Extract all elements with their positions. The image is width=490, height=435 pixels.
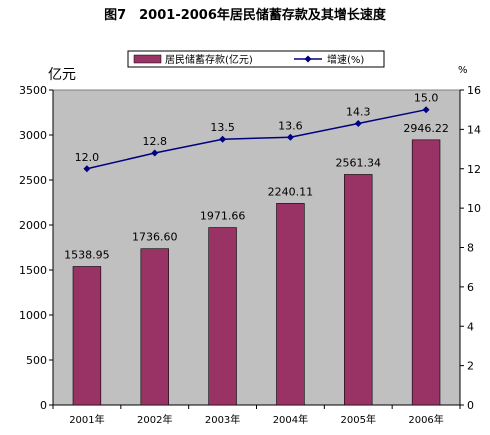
x-tick-label: 2006年 [408, 413, 443, 426]
bar [276, 203, 305, 406]
plot-area [52, 89, 461, 406]
growth-line-path [86, 108, 427, 170]
y-left-tick-label: 500 [26, 354, 47, 367]
y-right-tick-label: 12 [467, 163, 481, 176]
legend-line-label: 增速(%) [327, 53, 364, 66]
axes: 0 500 1000 1500 2000 2500 3000 3500 0 2 4 6 8 10 12 14 1… [19, 84, 481, 426]
y-right-unit: % [458, 65, 468, 76]
y-right-tick-label: 2 [467, 360, 474, 373]
y-left-tick-label: 1500 [19, 264, 47, 277]
bar [411, 139, 441, 406]
growth-line-point [219, 135, 227, 143]
x-tick-label: 2004年 [273, 413, 308, 426]
bar [140, 248, 169, 406]
data-labels: 1538.95 1736.60 1971.66 2240.11 2561.34 2946.… [64, 92, 449, 262]
growth-line-point [151, 149, 159, 157]
bar-value-label: 2561.34 [336, 156, 382, 169]
y-right-tick-label: 14 [467, 123, 481, 136]
y-right-tick-label: 4 [467, 320, 474, 333]
growth-value-label: 13.6 [278, 119, 303, 132]
growth-value-label: 13.5 [210, 121, 235, 134]
legend-bar-swatch [133, 54, 162, 64]
bar-value-label: 2240.11 [268, 185, 314, 198]
chart-title: 图7 2001-2006年居民储蓄存款及其增长速度 [104, 7, 387, 23]
bar-value-label: 1538.95 [64, 248, 110, 261]
bar [72, 266, 102, 406]
x-tick-label: 2002年 [137, 413, 172, 426]
legend-line-marker [304, 55, 312, 63]
y-left-tick-label: 3500 [19, 84, 47, 97]
bar-value-label: 1971.66 [200, 210, 246, 223]
y-right-tick-label: 6 [467, 281, 474, 294]
growth-line-point [354, 119, 362, 127]
growth-line [83, 106, 430, 173]
bar [208, 227, 237, 406]
y-right-tick-label: 0 [467, 399, 474, 412]
y-left-tick-label: 2500 [19, 174, 47, 187]
growth-line-point [286, 133, 294, 141]
growth-line-point [83, 165, 91, 173]
growth-line-point [422, 106, 430, 114]
y-right-tick-label: 8 [467, 242, 474, 255]
y-left-unit: 亿元 [48, 67, 76, 83]
x-tick-label: 2003年 [205, 413, 240, 426]
growth-value-label: 12.8 [143, 135, 168, 148]
y-right-tick-label: 16 [467, 84, 481, 97]
growth-value-label: 15.0 [414, 92, 439, 105]
y-right-tick-label: 10 [467, 202, 481, 215]
growth-value-label: 14.3 [346, 105, 371, 118]
legend: 居民储蓄存款(亿元) 增速(%) [127, 50, 385, 68]
legend-bar-label: 居民储蓄存款(亿元) [165, 53, 253, 66]
x-tick-label: 2005年 [341, 413, 376, 426]
bar-value-label: 1736.60 [132, 231, 178, 244]
x-tick-label: 2001年 [69, 413, 104, 426]
bar [344, 174, 373, 406]
y-left-tick-label: 2000 [19, 219, 47, 232]
y-left-tick-label: 1000 [19, 309, 47, 322]
bars [72, 139, 441, 406]
bar-value-label: 2946.22 [403, 122, 449, 135]
y-left-tick-label: 0 [40, 399, 47, 412]
y-left-tick-label: 3000 [19, 129, 47, 142]
growth-value-label: 12.0 [75, 151, 100, 164]
legend-box [127, 50, 385, 68]
